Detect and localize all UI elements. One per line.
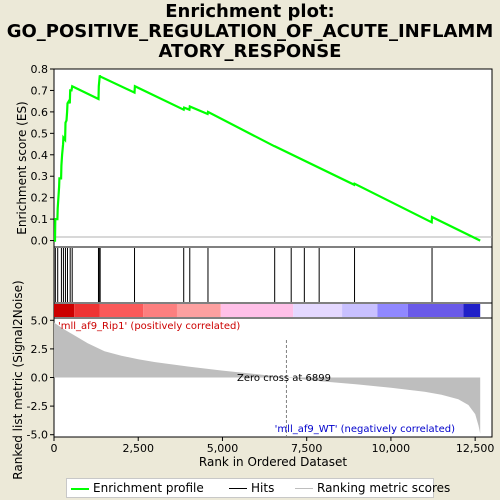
title-line-3: ATORY_RESPONSE xyxy=(158,41,342,62)
heat-bar-segment xyxy=(99,304,144,317)
heat-bar-segment xyxy=(377,304,408,317)
es-y-tick-label: 0.6 xyxy=(31,106,49,119)
ranking-y-label: Ranked list metric (Signal2Noise) xyxy=(11,280,25,479)
es-y-tick-label: 0.7 xyxy=(31,84,49,97)
heat-bar-segment xyxy=(293,304,343,317)
ranking-y-tick-label: -5.0 xyxy=(27,429,48,442)
zero-cross-label: Zero cross at 6899 xyxy=(237,373,331,384)
hit-markers xyxy=(54,248,433,302)
title-line-1: Enrichment plot: xyxy=(165,1,335,22)
ranking-y-tick-label: -2.5 xyxy=(27,400,48,413)
heat-bar xyxy=(54,304,481,317)
x-tick-label: 2,500 xyxy=(122,442,154,455)
x-tick-label: 7,500 xyxy=(291,442,323,455)
ranking-y-tick-label: 0.0 xyxy=(31,372,49,385)
es-y-tick-label: 0.1 xyxy=(31,213,49,226)
legend-enrichment: Enrichment profile xyxy=(71,481,204,495)
ranking-metric-area xyxy=(54,322,481,434)
es-y-tick-label: 0.8 xyxy=(31,63,49,76)
legend-ranking-label: Ranking metric scores xyxy=(317,481,451,495)
x-tick-label: 10,000 xyxy=(372,442,411,455)
es-y-tick-label: 0.4 xyxy=(31,149,49,162)
heat-bar-segment xyxy=(143,304,177,317)
heat-bar-segment xyxy=(220,304,294,317)
hits-panel xyxy=(53,246,493,304)
chart-title: Enrichment plot: GO_POSITIVE_REGULATION_… xyxy=(0,2,500,62)
es-y-tick-label: 0.3 xyxy=(31,170,49,183)
legend-ranking: Ranking metric scores xyxy=(295,481,450,495)
es-y-tick-label: 0.0 xyxy=(31,235,49,248)
title-line-2: GO_POSITIVE_REGULATION_OF_ACUTE_INFLAMM xyxy=(6,21,494,42)
heat-bar-segment xyxy=(342,304,378,317)
legend-hits-swatch xyxy=(229,488,247,489)
ranking-y-axis: 5.0 2.5 0.0 -2.5 -5.0 xyxy=(27,314,54,442)
heat-bar-segment xyxy=(463,304,481,317)
legend-ranking-swatch xyxy=(295,488,313,489)
legend-enrichment-swatch xyxy=(71,487,89,490)
es-panel xyxy=(53,68,493,248)
x-axis-label: Rank in Ordered Dataset xyxy=(199,455,347,469)
ranking-y-tick-label: 2.5 xyxy=(31,343,49,356)
legend: Enrichment profile Hits Ranking metric s… xyxy=(66,478,450,498)
x-tick-label: 12,500 xyxy=(456,442,495,455)
positive-correlation-label: 'mll_af9_Rip1' (positively correlated) xyxy=(58,321,240,332)
heat-bar-segment xyxy=(407,304,464,317)
heat-bar-segment xyxy=(54,304,75,317)
ranking-y-tick-label: 5.0 xyxy=(31,314,49,327)
x-tick-label: 0 xyxy=(51,442,58,455)
es-y-axis: 0.0 0.1 0.2 0.3 0.4 0.5 0.6 0.7 0.8 xyxy=(31,63,54,248)
legend-enrichment-label: Enrichment profile xyxy=(93,481,204,495)
es-y-label: Enrichment score (ES) xyxy=(15,101,29,234)
negative-correlation-label: 'mll_af9_WT' (negatively correlated) xyxy=(275,424,455,435)
legend-hits: Hits xyxy=(229,481,274,495)
enrichment-profile-line xyxy=(53,75,481,242)
heat-bar-segment xyxy=(74,304,100,317)
legend-hits-label: Hits xyxy=(251,481,275,495)
x-tick-label: 5,000 xyxy=(207,442,239,455)
heat-bar-segment xyxy=(176,304,221,317)
es-y-tick-label: 0.5 xyxy=(31,127,49,140)
es-y-tick-label: 0.2 xyxy=(31,192,49,205)
x-axis: 0 2,500 5,000 7,500 10,000 12,500 xyxy=(51,437,495,455)
